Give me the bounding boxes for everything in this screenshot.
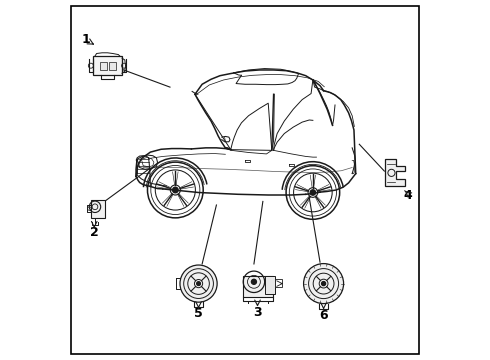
Circle shape <box>172 187 178 193</box>
Circle shape <box>304 264 343 303</box>
Circle shape <box>251 279 256 284</box>
Bar <box>266 276 275 294</box>
Text: 6: 6 <box>319 309 328 321</box>
Circle shape <box>310 190 316 195</box>
Bar <box>243 276 272 297</box>
Bar <box>109 62 117 70</box>
Bar <box>93 57 122 75</box>
Polygon shape <box>386 159 405 186</box>
Text: 5: 5 <box>194 307 203 320</box>
Bar <box>99 62 107 70</box>
Circle shape <box>180 265 217 302</box>
Text: 3: 3 <box>253 306 262 319</box>
Bar <box>92 200 105 217</box>
Bar <box>275 279 282 287</box>
Text: 2: 2 <box>90 226 98 239</box>
Text: 4: 4 <box>404 189 413 202</box>
Text: 1: 1 <box>82 33 91 46</box>
Circle shape <box>196 282 200 285</box>
Circle shape <box>321 282 325 285</box>
